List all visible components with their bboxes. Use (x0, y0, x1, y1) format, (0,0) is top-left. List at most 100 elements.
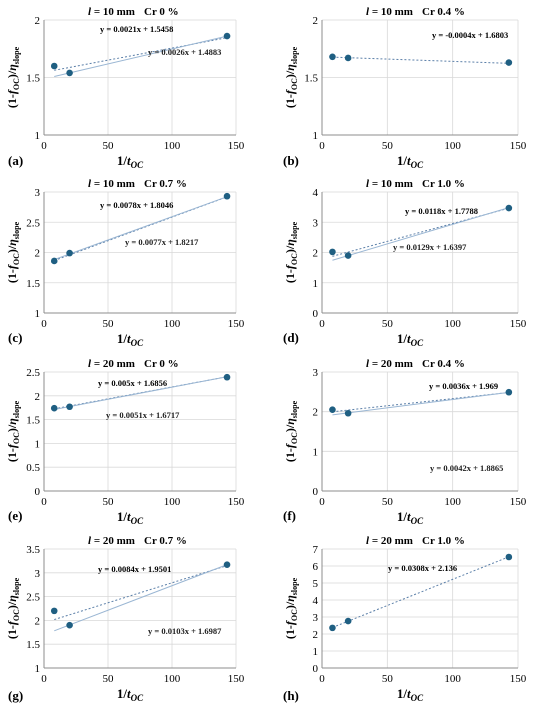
trend-line (54, 196, 228, 261)
x-tick-label: 50 (382, 496, 394, 508)
data-point (505, 59, 513, 66)
x-tick-label: 0 (41, 140, 47, 152)
trendline-equation: y = 0.0026x + 1.4883 (148, 47, 221, 57)
panel-label: (g) (8, 688, 23, 703)
data-point (329, 53, 336, 61)
data-point (66, 621, 73, 629)
data-point (66, 69, 73, 77)
x-axis-label: 1/tOC (397, 686, 424, 703)
panel-label: (e) (8, 508, 22, 523)
panel-title-cr: Cr 0.4 % (422, 358, 465, 370)
trendline-equation: y = 0.0078x + 1.8046 (100, 200, 173, 210)
panel-e: 0 0.5 1 1.5 2 2.5 0 50 100 150 y = 0.005x + 1.6856… (5, 358, 245, 526)
panel-title-cr: Cr 0.7 % (144, 178, 187, 190)
data-point (50, 62, 58, 70)
x-tick-label: 150 (510, 140, 527, 152)
x-tick-label: 50 (103, 673, 115, 685)
y-tick-label: 4 (313, 595, 319, 607)
panel-title-cr: Cr 0.7 % (144, 535, 187, 547)
data-point (344, 252, 352, 259)
y-axis-label: (1-fOC)/ηslope (283, 221, 299, 283)
x-axis-label: 1/tOC (117, 686, 144, 703)
x-tick-label: 50 (103, 140, 115, 152)
panel-title: l = 10 mm (366, 6, 413, 18)
trendline-equation: y = 0.0021x + 1.5458 (100, 24, 173, 34)
data-point (223, 32, 231, 40)
x-axis-label: 1/tOC (117, 509, 144, 526)
x-tick-label: 150 (228, 496, 245, 508)
panel-label: (d) (283, 330, 299, 345)
y-tick-label: 0 (35, 486, 41, 498)
panel-f: 0 1 2 3 0 50 100 150 y = 0.0036x + 1.969 y = 0.00… (283, 358, 527, 526)
y-axis-label: (1-fOC)/ηslope (5, 221, 21, 283)
y-tick-label: 3 (35, 568, 41, 580)
panel-title: l = 10 mm (366, 178, 413, 190)
trendline-equation: y = 0.0036x + 1.969 (429, 381, 498, 391)
x-axis-label: 1/tOC (397, 509, 424, 526)
data-point (50, 257, 58, 265)
y-tick-label: 7 (313, 544, 319, 556)
trendline-equation: y = 0.0118x + 1.7788 (405, 206, 478, 216)
plot-area (322, 372, 518, 491)
panel-title: l = 20 mm (88, 535, 135, 547)
data-point (344, 409, 352, 417)
data-point (505, 204, 513, 212)
trend-line (332, 207, 509, 261)
x-axis-label: 1/tOC (397, 153, 424, 170)
x-tick-label: 50 (103, 496, 115, 508)
data-point (505, 388, 513, 396)
panel-title: l = 10 mm (88, 178, 135, 190)
y-tick-label: 2 (313, 629, 319, 641)
y-tick-label: 2 (35, 248, 41, 260)
x-tick-label: 150 (228, 140, 245, 152)
y-axis-label: (1-fOC)/ηslope (5, 46, 21, 108)
data-point (223, 561, 231, 569)
y-tick-label: 1.5 (304, 73, 318, 85)
y-tick-label: 2.5 (26, 217, 40, 229)
data-point (223, 192, 231, 200)
trendline-equation: y = 0.0042x + 1.8865 (430, 463, 503, 473)
x-tick-label: 0 (319, 140, 325, 152)
panel-g: 1 1.5 2 2.5 3 3.5 0 50 100 150 y = 0.0084x + 1.950… (5, 535, 245, 703)
x-axis-label: 1/tOC (397, 331, 424, 348)
trendline-equation: y = -0.0004x + 1.6803 (432, 30, 508, 40)
panel-title: l = 20 mm (88, 358, 135, 370)
trendline-equation: y = 0.0051x + 1.6717 (106, 410, 180, 420)
y-tick-label: 3 (35, 187, 41, 199)
trendline-equation: y = 0.0077x + 1.8217 (125, 237, 199, 247)
trend-line (332, 56, 509, 64)
panel-title-cr: Cr 0 % (144, 6, 179, 18)
trendline-equation: y = 0.0103x + 1.6987 (148, 626, 222, 636)
x-axis-label: 1/tOC (117, 331, 144, 348)
x-tick-label: 50 (103, 318, 115, 330)
y-tick-label: 2 (313, 407, 319, 419)
trendline-equation: y = 0.005x + 1.6856 (98, 378, 167, 388)
x-tick-label: 0 (319, 318, 325, 330)
x-tick-label: 0 (41, 496, 47, 508)
y-tick-label: 2 (313, 15, 319, 27)
y-tick-label: 2 (35, 391, 41, 403)
y-tick-label: 3 (313, 612, 319, 624)
plot-area (322, 549, 518, 668)
y-tick-label: 3.5 (26, 544, 40, 556)
panel-label: (b) (283, 153, 299, 168)
panel-title: l = 20 mm (366, 358, 413, 370)
y-tick-label: 1 (313, 130, 319, 142)
trendline-equation: y = 0.0129x + 1.6397 (393, 242, 467, 252)
data-point (50, 404, 58, 412)
y-axis-label: (1-fOC)/ηslope (5, 400, 21, 462)
y-tick-label: 2 (35, 15, 41, 27)
y-tick-label: 0 (313, 486, 319, 498)
x-tick-label: 0 (41, 673, 47, 685)
data-point (329, 248, 336, 256)
x-tick-label: 0 (319, 496, 325, 508)
plot-area (44, 372, 236, 491)
panel-title-cr: Cr 1.0 % (422, 178, 465, 190)
y-tick-label: 4 (313, 187, 319, 199)
y-tick-label: 1.5 (26, 278, 40, 290)
y-tick-label: 5 (313, 578, 319, 590)
x-tick-label: 100 (444, 673, 461, 685)
y-tick-label: 0.5 (26, 462, 40, 474)
y-axis-label: (1-fOC)/ηslope (5, 577, 21, 639)
